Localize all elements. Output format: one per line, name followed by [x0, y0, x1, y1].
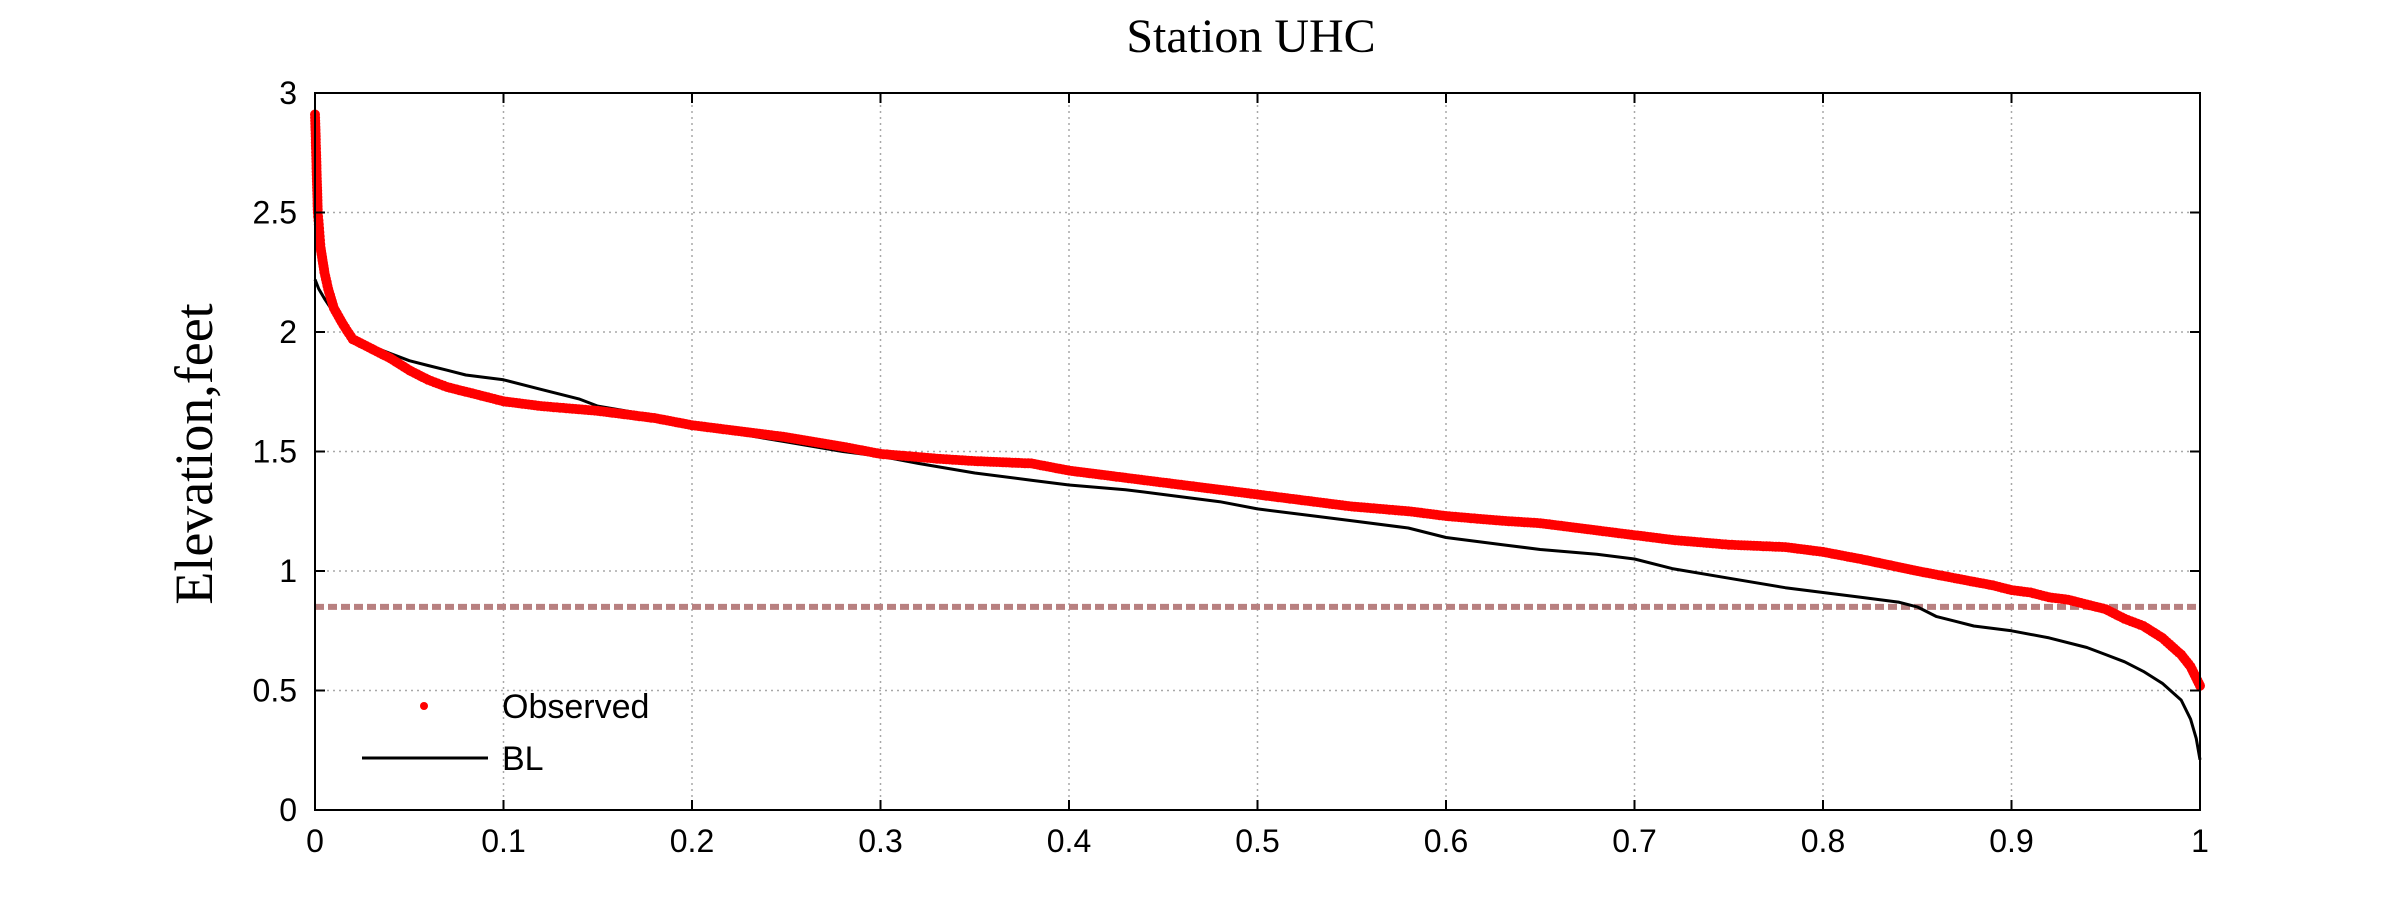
x-tick-label: 1: [2191, 823, 2209, 859]
y-tick-label: 2: [279, 314, 297, 350]
y-tick-label: 0.5: [253, 673, 297, 709]
x-tick-label: 0: [306, 823, 324, 859]
legend-observed-marker: [420, 702, 428, 710]
x-axis-ticks: 0 0.1 0.2 0.3 0.4 0.5 0.6 0.7 0.8 0.9 1: [306, 93, 2209, 859]
y-tick-label: 0: [279, 792, 297, 828]
series-line-bl: [313, 278, 2202, 761]
y-tick-label: 3: [279, 75, 297, 111]
grid: [315, 93, 2200, 810]
x-tick-label: 0.5: [1235, 823, 1279, 859]
y-axis-label: Elevation,feet: [164, 303, 224, 604]
x-tick-label: 0.3: [858, 823, 902, 859]
y-tick-label: 2.5: [253, 195, 297, 231]
x-tick-label: 0.9: [1989, 823, 2033, 859]
legend-observed-label: Observed: [502, 688, 649, 726]
y-axis-ticks: 0 0.5 1 1.5 2 2.5 3: [253, 75, 2200, 828]
x-tick-label: 0.1: [481, 823, 525, 859]
x-tick-label: 0.7: [1612, 823, 1656, 859]
x-tick-label: 0.8: [1801, 823, 1845, 859]
y-tick-label: 1: [279, 553, 297, 589]
x-tick-label: 0.2: [670, 823, 714, 859]
chart-title: Station UHC: [1126, 10, 1375, 63]
x-tick-label: 0.6: [1424, 823, 1468, 859]
series-observed: [310, 109, 2205, 691]
x-tick-label: 0.4: [1047, 823, 1091, 859]
y-tick-label: 1.5: [253, 434, 297, 470]
series-group: [310, 109, 2205, 761]
legend: Observed BL: [362, 688, 649, 778]
legend-bl-label: BL: [502, 740, 544, 778]
